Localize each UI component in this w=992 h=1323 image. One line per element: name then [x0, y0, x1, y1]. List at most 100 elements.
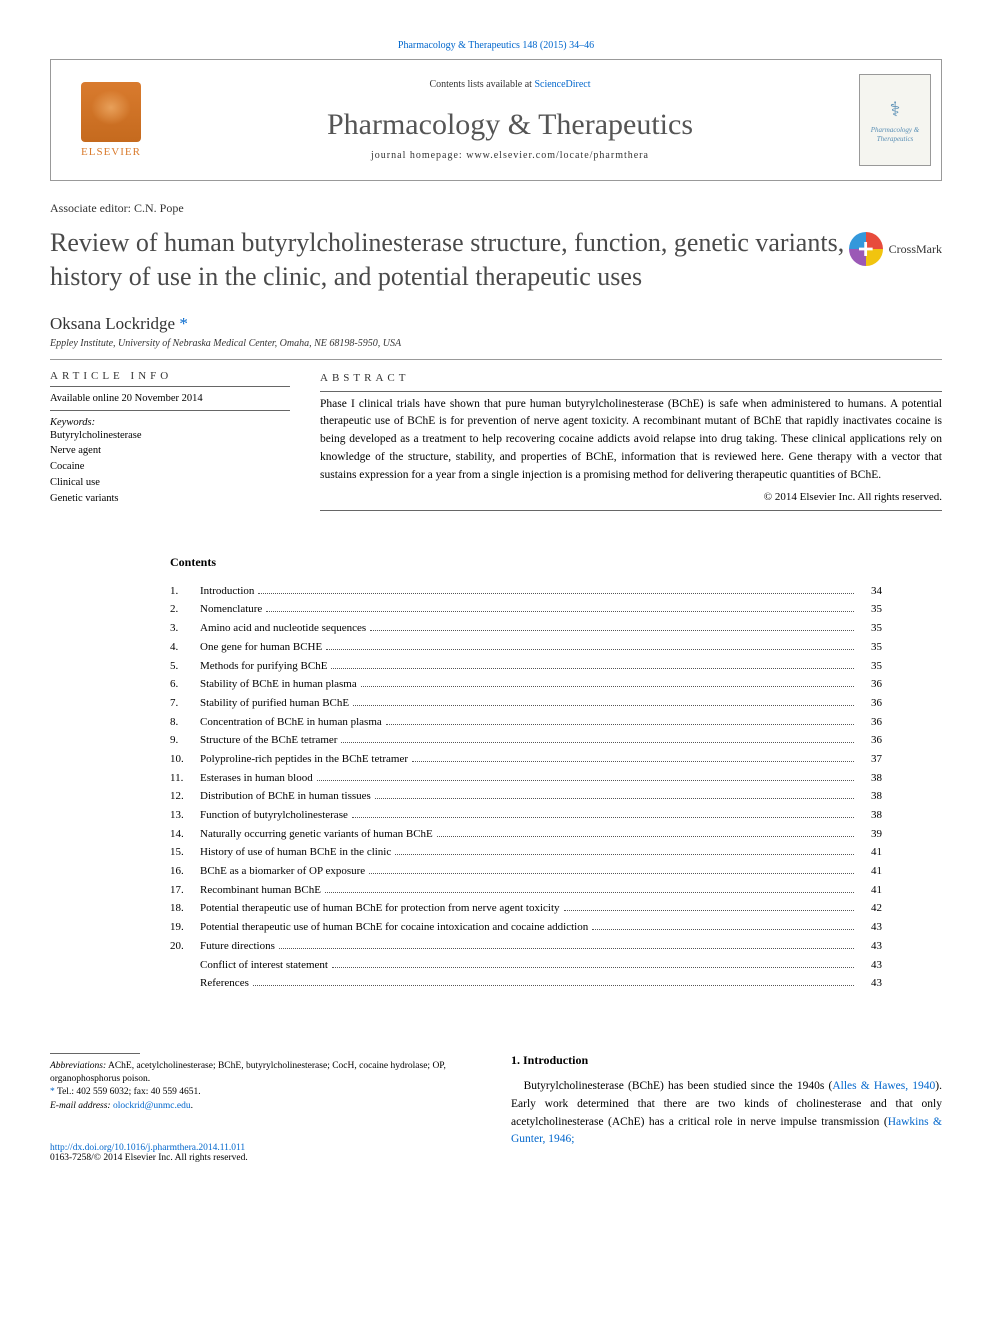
toc-number: 16. [170, 862, 200, 881]
doi-link[interactable]: http://dx.doi.org/10.1016/j.pharmthera.2… [50, 1143, 245, 1153]
author-affiliation: Eppley Institute, University of Nebraska… [50, 338, 942, 349]
toc-number: 11. [170, 769, 200, 788]
toc-label: One gene for human BCHE [200, 638, 322, 657]
toc-leader-dots [592, 928, 854, 930]
toc-entry[interactable]: 16.BChE as a biomarker of OP exposure41 [170, 862, 882, 881]
article-info-header: ARTICLE INFO [50, 370, 290, 382]
abstract-column: ABSTRACT Phase I clinical trials have sh… [320, 370, 942, 515]
divider [320, 510, 942, 511]
toc-entry[interactable]: 14.Naturally occurring genetic variants … [170, 825, 882, 844]
author-footnote-link[interactable]: * [179, 314, 188, 333]
contents-title: Contents [170, 555, 882, 570]
toc-page-number: 36 [858, 731, 882, 750]
toc-number: 5. [170, 657, 200, 676]
toc-leader-dots [331, 667, 854, 669]
article-title: Review of human butyrylcholinesterase st… [50, 226, 849, 294]
toc-label: Distribution of BChE in human tissues [200, 787, 371, 806]
toc-number: 8. [170, 713, 200, 732]
toc-leader-dots [341, 741, 854, 743]
toc-entry[interactable]: 18.Potential therapeutic use of human BC… [170, 899, 882, 918]
toc-leader-dots [395, 853, 854, 855]
journal-homepage: journal homepage: www.elsevier.com/locat… [161, 150, 859, 161]
toc-entry[interactable]: Conflict of interest statement43 [170, 956, 882, 975]
toc-label: Structure of the BChE tetramer [200, 731, 337, 750]
toc-entry[interactable]: 11.Esterases in human blood38 [170, 769, 882, 788]
toc-leader-dots [253, 984, 854, 986]
toc-page-number: 43 [858, 974, 882, 993]
journal-name: Pharmacology & Therapeutics [161, 108, 859, 142]
toc-page-number: 35 [858, 657, 882, 676]
toc-label: Esterases in human blood [200, 769, 313, 788]
toc-entry[interactable]: 12.Distribution of BChE in human tissues… [170, 787, 882, 806]
toc-leader-dots [437, 835, 854, 837]
toc-entry[interactable]: References 43 [170, 974, 882, 993]
toc-number: 17. [170, 881, 200, 900]
keyword: Genetic variants [50, 491, 290, 507]
crossmark-icon [849, 232, 883, 266]
homepage-url[interactable]: www.elsevier.com/locate/pharmthera [466, 150, 649, 161]
toc-number: 4. [170, 638, 200, 657]
toc-entry[interactable]: 9.Structure of the BChE tetramer36 [170, 731, 882, 750]
journal-citation[interactable]: Pharmacology & Therapeutics 148 (2015) 3… [50, 40, 942, 51]
toc-leader-dots [375, 797, 854, 799]
toc-page-number: 35 [858, 600, 882, 619]
journal-header: ELSEVIER Contents lists available at Sci… [50, 59, 942, 181]
toc-label: Concentration of BChE in human plasma [200, 713, 382, 732]
toc-number: 18. [170, 899, 200, 918]
toc-leader-dots [353, 704, 854, 706]
cover-icon: ⚕ [890, 97, 901, 122]
cover-text: Pharmacology & Therapeutics [860, 126, 930, 143]
toc-entry[interactable]: 6.Stability of BChE in human plasma36 [170, 675, 882, 694]
toc-leader-dots [332, 966, 854, 968]
toc-number: 2. [170, 600, 200, 619]
toc-number: 3. [170, 619, 200, 638]
toc-entry[interactable]: 7.Stability of purified human BChE36 [170, 694, 882, 713]
elsevier-logo[interactable]: ELSEVIER [61, 70, 161, 170]
reference-link[interactable]: Alles & Hawes, 1940 [832, 1080, 935, 1092]
sciencedirect-link[interactable]: ScienceDirect [534, 79, 590, 90]
email-footnote: E-mail address: olockrid@unmc.edu. [50, 1100, 481, 1113]
toc-number: 6. [170, 675, 200, 694]
toc-leader-dots [564, 909, 854, 911]
toc-label: Stability of purified human BChE [200, 694, 349, 713]
keywords-label: Keywords: [50, 417, 290, 428]
divider [50, 386, 290, 387]
toc-number: 20. [170, 937, 200, 956]
toc-label: Stability of BChE in human plasma [200, 675, 357, 694]
toc-number: 10. [170, 750, 200, 769]
associate-editor: Associate editor: C.N. Pope [50, 201, 942, 216]
journal-cover-thumbnail[interactable]: ⚕ Pharmacology & Therapeutics [859, 74, 931, 166]
toc-page-number: 34 [858, 582, 882, 601]
toc-entry[interactable]: 2.Nomenclature35 [170, 600, 882, 619]
toc-entry[interactable]: 20.Future directions43 [170, 937, 882, 956]
divider [50, 359, 942, 360]
crossmark-label: CrossMark [889, 242, 942, 257]
toc-entry[interactable]: 15.History of use of human BChE in the c… [170, 843, 882, 862]
toc-entry[interactable]: 3.Amino acid and nucleotide sequences35 [170, 619, 882, 638]
toc-entry[interactable]: 8.Concentration of BChE in human plasma3… [170, 713, 882, 732]
toc-entry[interactable]: 13.Function of butyrylcholinesterase38 [170, 806, 882, 825]
toc-leader-dots [361, 685, 854, 687]
toc-page-number: 35 [858, 619, 882, 638]
toc-page-number: 36 [858, 694, 882, 713]
keyword: Nerve agent [50, 443, 290, 459]
introduction-text: Butyrylcholinesterase (BChE) has been st… [511, 1078, 942, 1149]
toc-page-number: 38 [858, 806, 882, 825]
toc-leader-dots [369, 872, 854, 874]
divider [320, 391, 942, 392]
abstract-header: ABSTRACT [320, 370, 942, 387]
toc-entry[interactable]: 19.Potential therapeutic use of human BC… [170, 918, 882, 937]
toc-entry[interactable]: 17.Recombinant human BChE41 [170, 881, 882, 900]
divider [50, 1053, 140, 1054]
crossmark-badge[interactable]: CrossMark [849, 232, 942, 266]
toc-entry[interactable]: 4.One gene for human BCHE35 [170, 638, 882, 657]
toc-page-number: 41 [858, 843, 882, 862]
toc-entry[interactable]: 1.Introduction34 [170, 582, 882, 601]
toc-entry[interactable]: 5.Methods for purifying BChE35 [170, 657, 882, 676]
footnote-column: Abbreviations: AChE, acetylcholinesteras… [50, 1053, 481, 1163]
available-online-date: Available online 20 November 2014 [50, 393, 290, 404]
toc-label: Introduction [200, 582, 254, 601]
email-link[interactable]: olockrid@unmc.edu [113, 1101, 191, 1111]
toc-entry[interactable]: 10.Polyproline-rich peptides in the BChE… [170, 750, 882, 769]
toc-label: References [200, 974, 249, 993]
